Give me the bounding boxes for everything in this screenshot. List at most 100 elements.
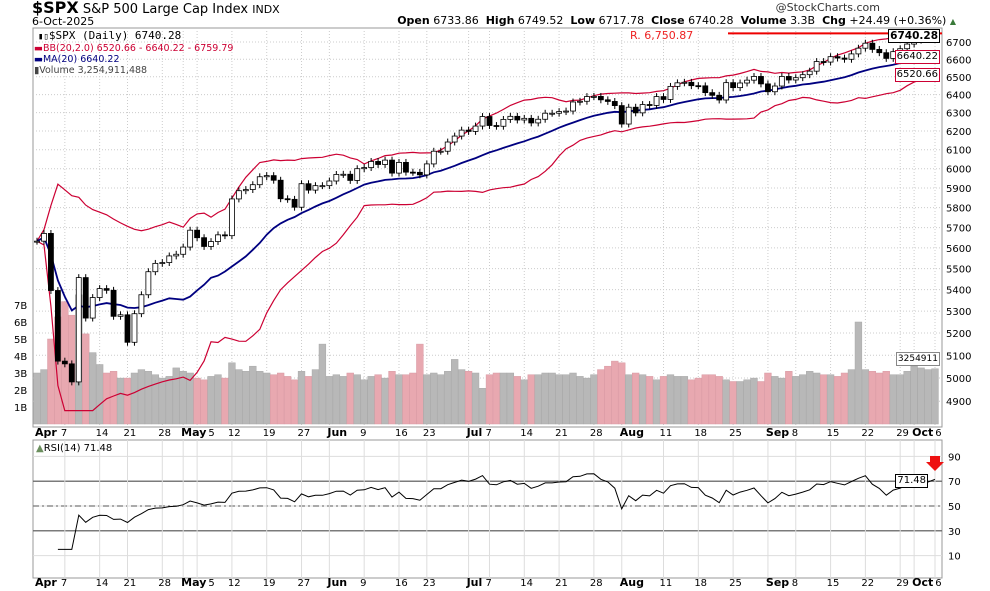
x-tick-label: 25 (729, 578, 742, 589)
volume-bar (618, 362, 626, 425)
close-value: 6740.28 (688, 14, 734, 27)
price-tick-label: 5600 (946, 244, 971, 255)
price-tick-label: 6100 (946, 146, 971, 157)
volume-bar (722, 379, 730, 425)
bb-upper-line (36, 31, 936, 242)
candle (820, 61, 827, 63)
candle (465, 129, 472, 132)
volume-bar (861, 369, 870, 425)
price-tick-label: 6000 (946, 165, 971, 176)
resistance-label: R. 6,750.87 (630, 29, 694, 42)
volume-bar (652, 379, 661, 425)
candle (625, 106, 632, 125)
indicator-legend: ▬BB(20,2.0) 6520.66 - 6640.22 - 6759.79 … (34, 43, 233, 76)
x-tick-label: 14 (96, 578, 109, 589)
close-label: Close (651, 14, 685, 27)
red-down-arrow-icon (926, 456, 944, 471)
bb-line-icon: ▬ (34, 43, 43, 54)
x-tick-label: 12 (228, 578, 241, 589)
candle (110, 289, 117, 317)
candle (138, 294, 145, 315)
volume-bar (270, 374, 278, 425)
candle (765, 83, 771, 93)
legend-bb: BB(20,2.0) 6520.66 - 6640.22 - 6759.79 (42, 43, 234, 54)
volume-bar (854, 321, 863, 425)
volume-bar (819, 374, 828, 425)
candle (451, 135, 458, 143)
x-tick-label: 28 (158, 428, 171, 439)
chart-date: 6-Oct-2025 (32, 15, 95, 28)
x-tick-label: Apr (35, 426, 57, 439)
candle (688, 81, 695, 87)
candle (54, 290, 61, 362)
volume-bar (214, 374, 222, 425)
candle (563, 110, 569, 113)
volume-bar (451, 359, 459, 425)
candle (577, 100, 583, 103)
high-label: High (485, 14, 515, 27)
symbol: $SPX (32, 0, 79, 17)
candle (737, 82, 743, 89)
volume-tick-label: 6B (14, 318, 27, 329)
volume-bar (381, 377, 389, 425)
volume-bar (318, 343, 327, 425)
price-panel (32, 27, 943, 428)
volume-bar (708, 374, 716, 425)
x-tick-label: 19 (263, 578, 276, 589)
candle (159, 262, 166, 264)
candle (799, 74, 806, 79)
x-tick-label: Aug (620, 576, 644, 589)
candle (841, 57, 848, 60)
volume-tick-label: 1B (14, 403, 27, 414)
price-tick-label: 5700 (946, 224, 971, 235)
volume-bar (235, 369, 243, 425)
x-tick-label: 21 (555, 428, 568, 439)
volume-bar (513, 376, 521, 425)
volume-value: 3.3B (790, 14, 816, 27)
volume-bar (416, 343, 424, 425)
volume-bar (534, 374, 542, 425)
volume-label: Volume (740, 14, 787, 27)
x-tick-label: 14 (96, 428, 109, 439)
volume-bar (33, 372, 41, 425)
volume-bar (743, 379, 751, 425)
candle (124, 314, 131, 343)
candle (131, 313, 138, 343)
candle (778, 76, 785, 87)
price-tick-label: 6400 (946, 91, 971, 102)
x-tick-label: 7 (61, 428, 67, 439)
volume-bar (311, 369, 320, 425)
volume-bar (611, 360, 619, 425)
x-tick-label: Jul (466, 426, 483, 439)
volume-bar (903, 371, 911, 425)
candle (82, 277, 89, 319)
volume-bar (367, 376, 375, 425)
volume-bar (541, 372, 549, 425)
candle (48, 233, 54, 291)
volume-bar (548, 372, 556, 425)
x-tick-label: 7 (61, 578, 67, 589)
candle (883, 52, 890, 59)
volume-bar (694, 377, 702, 425)
stockcharts-watermark: @StockCharts.com (775, 1, 880, 14)
x-tick-label: 15 (827, 578, 840, 589)
x-tick-label: 27 (298, 428, 311, 439)
candle (604, 99, 611, 102)
volume-bar (151, 374, 159, 425)
candle (570, 101, 576, 112)
volume-bar (256, 371, 264, 425)
candle (695, 85, 702, 88)
high-value: 6749.52 (517, 14, 564, 27)
price-tick-label: 5800 (946, 204, 971, 215)
candle (312, 185, 319, 191)
volume-bar (137, 369, 146, 425)
x-tick-label: 18 (694, 428, 707, 439)
candle (361, 167, 368, 170)
x-tick-label: 16 (395, 428, 408, 439)
x-tick-label: 6 (935, 428, 941, 439)
bb-low-tag: 6520.66 (894, 68, 940, 82)
candle (410, 171, 416, 174)
volume-bar (96, 364, 104, 425)
x-tick-label: 23 (423, 578, 436, 589)
candle (792, 77, 799, 81)
